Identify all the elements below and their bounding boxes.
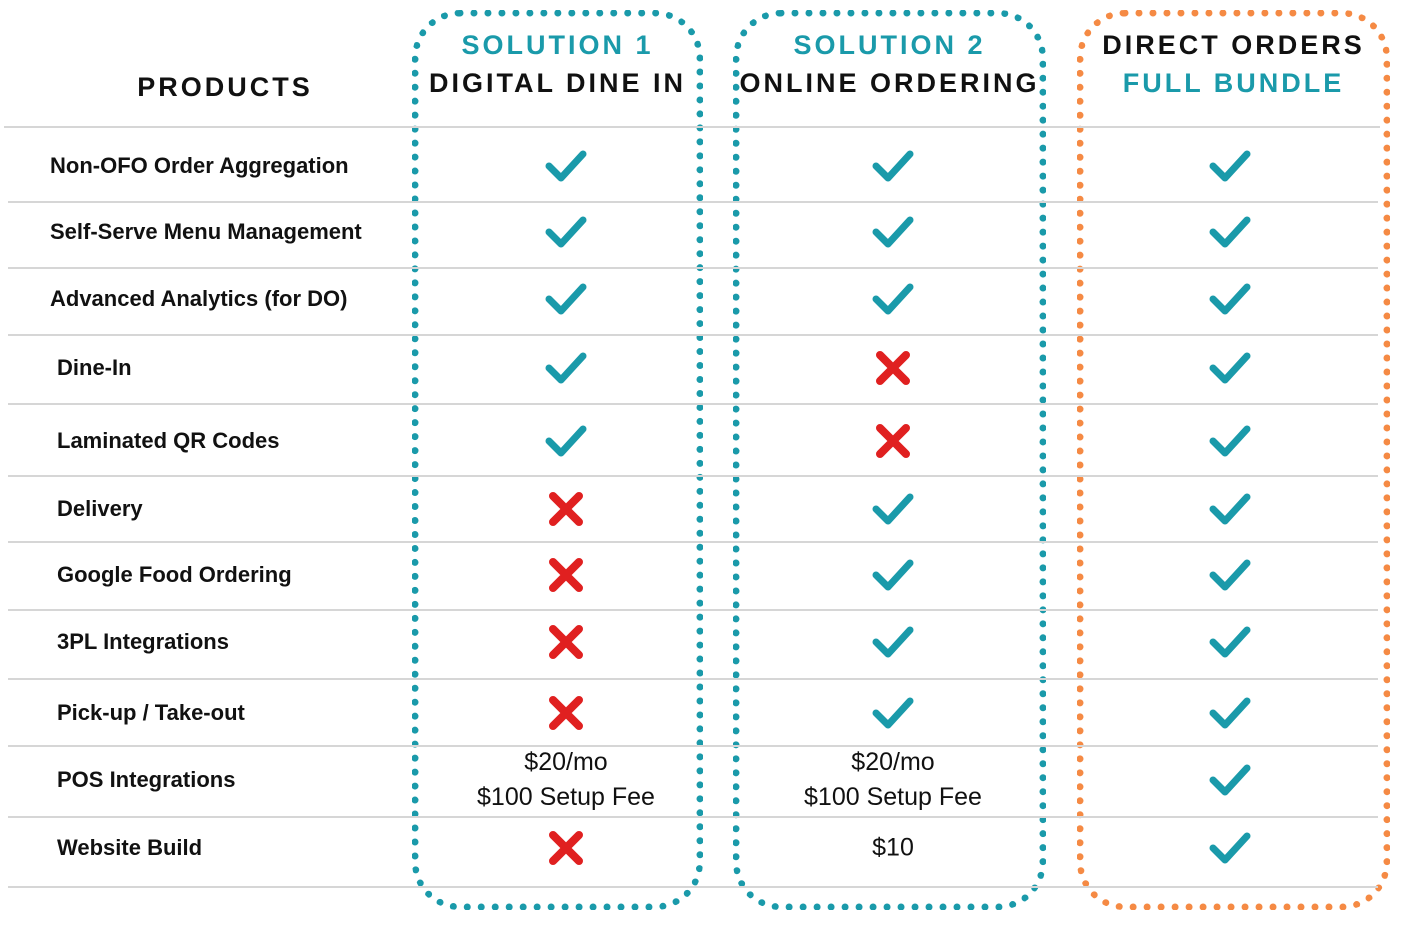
row-divider — [8, 816, 1378, 818]
check-icon — [1120, 763, 1340, 797]
row-divider — [8, 886, 1378, 888]
check-icon — [1120, 558, 1340, 592]
check-icon — [1120, 696, 1340, 730]
check-icon — [456, 351, 676, 385]
check-icon — [783, 625, 1003, 659]
row-label: Pick-up / Take-out — [57, 700, 245, 725]
check-icon — [783, 215, 1003, 249]
solution-2-subtitle: ONLINE ORDERING — [739, 68, 1040, 98]
row-label: Delivery — [57, 496, 143, 521]
check-icon — [1120, 424, 1340, 458]
row-divider — [4, 126, 1380, 128]
check-icon — [1120, 282, 1340, 316]
check-icon — [783, 282, 1003, 316]
row-label: Advanced Analytics (for DO) — [50, 286, 348, 311]
price-text: $100 Setup Fee — [477, 783, 655, 811]
price-text: $20/mo — [851, 748, 935, 776]
row-label: Non-OFO Order Aggregation — [50, 153, 349, 178]
cross-icon — [456, 695, 676, 731]
cross-icon — [456, 830, 676, 866]
row-label: Website Build — [57, 835, 203, 860]
check-icon — [1120, 351, 1340, 385]
cross-icon — [456, 557, 676, 593]
cross-icon — [456, 624, 676, 660]
row-divider — [8, 403, 1378, 405]
check-icon — [783, 696, 1003, 730]
cross-icon — [456, 491, 676, 527]
row-divider — [8, 609, 1378, 611]
check-icon — [1120, 149, 1340, 183]
check-icon — [783, 492, 1003, 526]
row-divider — [8, 745, 1378, 747]
row-label: 3PL Integrations — [57, 629, 229, 654]
row-divider — [8, 334, 1378, 336]
check-icon — [1120, 492, 1340, 526]
row-divider — [8, 267, 1378, 269]
row-label: Laminated QR Codes — [57, 428, 280, 453]
products-header: PRODUCTS — [137, 72, 313, 102]
full-bundle-subtitle: FULL BUNDLE — [1122, 68, 1345, 98]
price-cell: $10 — [783, 831, 1003, 866]
row-label: Dine-In — [57, 355, 132, 380]
solution-2-column-frame — [733, 10, 1046, 910]
price-text: $10 — [872, 833, 914, 862]
check-icon — [783, 558, 1003, 592]
full-bundle-column-frame — [1077, 10, 1390, 910]
row-divider — [8, 678, 1378, 680]
solution-1-header: SOLUTION 1 DIGITAL DINE IN — [412, 26, 703, 102]
row-divider — [8, 541, 1378, 543]
check-icon — [456, 282, 676, 316]
row-label: POS Integrations — [57, 767, 236, 792]
check-icon — [1120, 215, 1340, 249]
check-icon — [1120, 625, 1340, 659]
full-bundle-title: DIRECT ORDERS — [1102, 30, 1365, 60]
check-icon — [783, 149, 1003, 183]
cross-icon — [783, 423, 1003, 459]
solution-1-title: SOLUTION 1 — [461, 30, 654, 60]
cross-icon — [783, 350, 1003, 386]
solution-2-header: SOLUTION 2 ONLINE ORDERING — [733, 26, 1046, 102]
row-divider — [8, 201, 1378, 203]
price-cell: $20/mo $100 Setup Fee — [456, 745, 676, 815]
check-icon — [456, 424, 676, 458]
price-text: $100 Setup Fee — [804, 783, 982, 811]
price-text: $20/mo — [524, 748, 608, 776]
solution-2-title: SOLUTION 2 — [793, 30, 986, 60]
check-icon — [456, 149, 676, 183]
check-icon — [1120, 831, 1340, 865]
solution-1-subtitle: DIGITAL DINE IN — [428, 68, 686, 98]
solution-1-column-frame — [412, 10, 703, 910]
full-bundle-header: DIRECT ORDERS FULL BUNDLE — [1077, 26, 1390, 102]
price-cell: $20/mo $100 Setup Fee — [783, 745, 1003, 815]
row-divider — [8, 475, 1378, 477]
check-icon — [456, 215, 676, 249]
row-label: Self-Serve Menu Management — [50, 219, 362, 244]
row-label: Google Food Ordering — [57, 562, 292, 587]
